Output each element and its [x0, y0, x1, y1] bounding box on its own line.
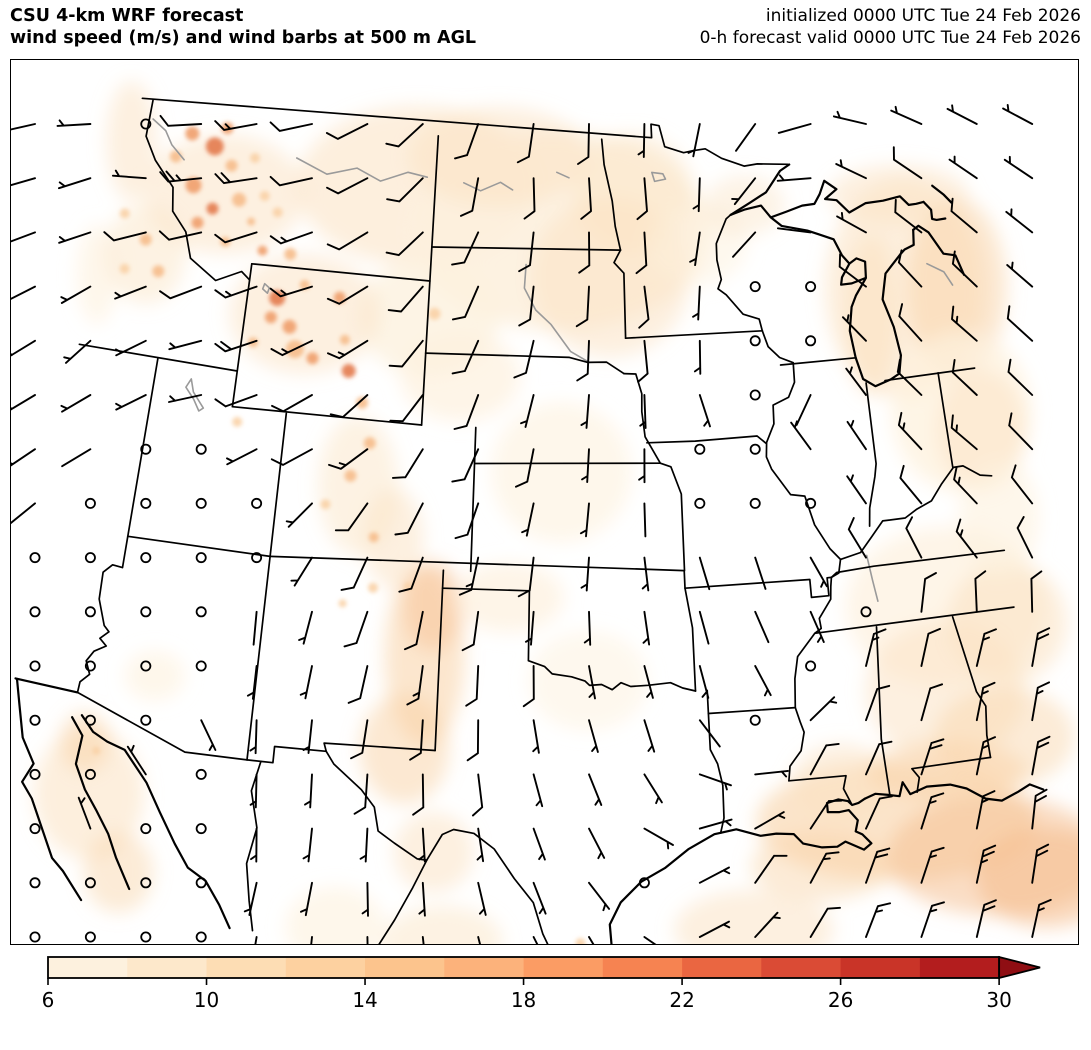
chart-timestamps: initialized 0000 UTC Tue 24 Feb 2026 0-h …	[700, 5, 1081, 49]
rivers-layer	[152, 118, 954, 602]
chart-title: CSU 4-km WRF forecast wind speed (m/s) an…	[10, 5, 476, 49]
wind-barbs-layer	[11, 104, 1052, 944]
colorbar-extend-arrow	[998, 955, 1041, 980]
valid-time-line: 0-h forecast valid 0000 UTC Tue 24 Feb 2…	[699, 28, 1081, 48]
map-panel	[10, 59, 1079, 945]
svg-text:18: 18	[511, 988, 536, 1012]
colorbar-tick-labels: 6 10 14 18 22 26 30	[42, 988, 1012, 1012]
colorbar-svg: 6 10 14 18 22 26 30	[42, 955, 1041, 1012]
wind-speed-shading-layer	[34, 80, 1078, 944]
svg-text:22: 22	[669, 988, 694, 1012]
svg-text:14: 14	[352, 988, 377, 1012]
svg-text:26: 26	[828, 988, 853, 1012]
colorbar-ticks	[47, 978, 1000, 985]
weather-map	[11, 80, 1078, 944]
svg-text:10: 10	[194, 988, 219, 1012]
svg-text:30: 30	[986, 988, 1011, 1012]
coastlines-layer	[14, 163, 1045, 944]
svg-text:6: 6	[42, 988, 55, 1012]
init-time-line: initialized 0000 UTC Tue 24 Feb 2026	[765, 6, 1081, 26]
colorbar-segments	[48, 957, 1000, 978]
title-line-1: CSU 4-km WRF forecast	[10, 6, 244, 26]
title-line-2: wind speed (m/s) and wind barbs at 500 m…	[10, 28, 477, 48]
